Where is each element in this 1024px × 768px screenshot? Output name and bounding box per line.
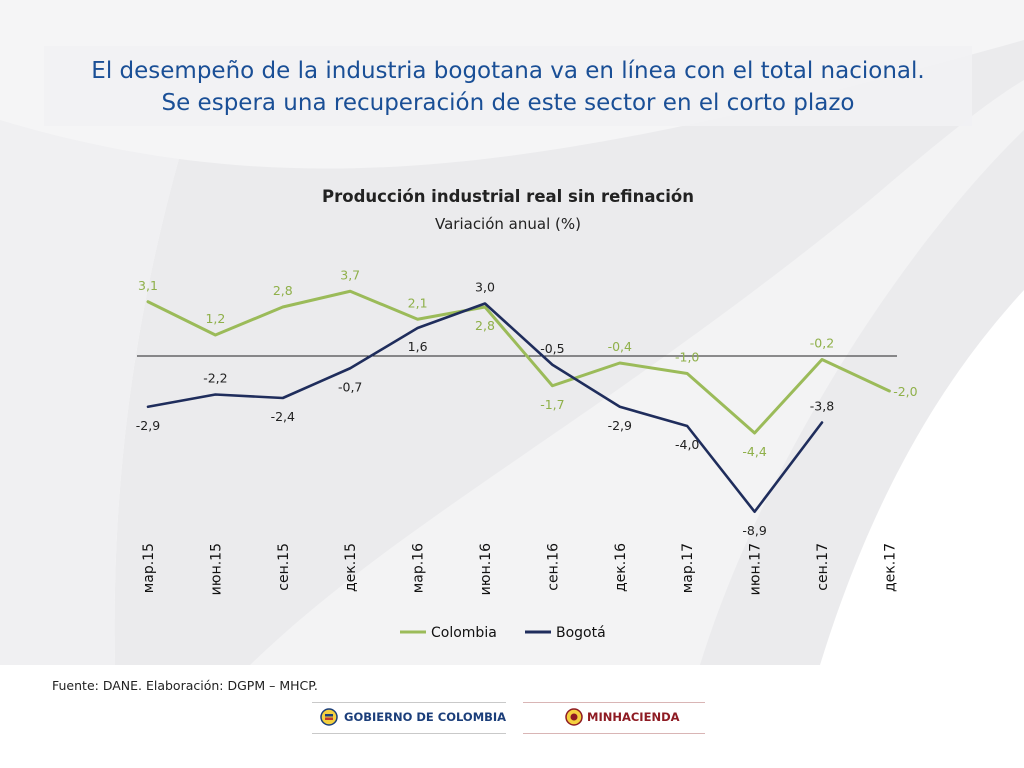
series-layer xyxy=(146,289,891,514)
colombia-seal-icon xyxy=(320,708,338,726)
minhacienda-seal-icon xyxy=(565,708,583,726)
data-label-bogotá: -2,9 xyxy=(608,418,632,433)
chart-title: Producción industrial real sin refinació… xyxy=(322,187,694,206)
data-label-bogotá: 1,6 xyxy=(408,339,428,354)
x-axis-tick-labels: мар.15 июн.15 сен.15 дек.15 мар.16 июн.16 сен.… xyxy=(141,543,898,595)
x-tick-label: мар.17 xyxy=(680,543,696,593)
data-label-colombia: 2,8 xyxy=(273,283,293,298)
data-label-colombia: 1,2 xyxy=(205,311,225,326)
headline-line-1: El desempeño de la industria bogotana va… xyxy=(91,58,925,84)
x-tick-label: дек.15 xyxy=(343,543,359,592)
chart-legend: Colombia Bogotá xyxy=(400,625,606,641)
x-tick-label: дек.16 xyxy=(613,543,629,592)
x-tick-label: дек.17 xyxy=(882,543,898,592)
minhacienda-logo: MINHACIENDA xyxy=(523,702,705,734)
data-label-colombia: 3,7 xyxy=(340,267,360,282)
data-label-colombia: -0,2 xyxy=(810,336,834,351)
data-label-bogotá: -8,9 xyxy=(742,523,766,538)
x-tick-label: сен.17 xyxy=(815,543,831,591)
series-line-colombia xyxy=(146,289,891,435)
logo-text-minhacienda: MINHACIENDA xyxy=(587,710,680,724)
headline-banner: El desempeño de la industria bogotana va… xyxy=(44,46,972,126)
headline-line-2: Se espera una recuperación de este secto… xyxy=(161,90,855,116)
x-tick-label: сен.16 xyxy=(545,543,561,591)
legend-label-colombia: Colombia xyxy=(431,625,497,641)
data-label-colombia: -1,7 xyxy=(540,397,564,412)
data-label-bogotá: -3,8 xyxy=(810,399,834,414)
chart-subtitle: Variación anual (%) xyxy=(435,215,581,233)
x-tick-label: июн.15 xyxy=(208,543,224,595)
gobierno-de-colombia-logo: GOBIERNO DE COLOMBIA xyxy=(312,702,506,734)
data-label-colombia: -4,4 xyxy=(742,444,766,459)
data-label-colombia: -2,0 xyxy=(893,384,917,399)
data-label-colombia: -0,4 xyxy=(608,339,632,354)
data-labels: 3,1 1,2 2,8 3,7 2,1 2,8 -1,7 -0,4 -1,0 -4,4 -0,2 -2… xyxy=(136,267,918,538)
logo-text-gobierno: GOBIERNO DE COLOMBIA xyxy=(344,710,507,724)
data-label-bogotá: -2,2 xyxy=(203,371,227,386)
data-label-colombia: 2,1 xyxy=(408,295,428,310)
x-tick-label: мар.15 xyxy=(141,543,157,593)
x-tick-label: июн.16 xyxy=(478,543,494,595)
data-label-bogotá: -0,7 xyxy=(338,379,362,394)
line-chart: Producción industrial real sin refinació… xyxy=(136,187,918,641)
data-label-colombia: 3,1 xyxy=(138,278,158,293)
data-label-bogotá: -4,0 xyxy=(675,437,699,452)
x-tick-label: мар.16 xyxy=(411,543,427,593)
x-tick-label: сен.15 xyxy=(276,543,292,591)
legend-label-bogotá: Bogotá xyxy=(556,625,606,641)
series-line-bogotá xyxy=(146,302,824,514)
data-label-colombia: 2,8 xyxy=(475,318,495,333)
source-note: Fuente: DANE. Elaboración: DGPM – MHCP. xyxy=(52,678,318,693)
data-label-bogotá: -0,5 xyxy=(540,341,564,356)
x-tick-label: июн.17 xyxy=(748,543,764,595)
data-label-bogotá: -2,9 xyxy=(136,418,160,433)
data-label-colombia: -1,0 xyxy=(675,350,699,365)
data-label-bogotá: -2,4 xyxy=(271,409,295,424)
data-label-bogotá: 3,0 xyxy=(475,280,495,295)
